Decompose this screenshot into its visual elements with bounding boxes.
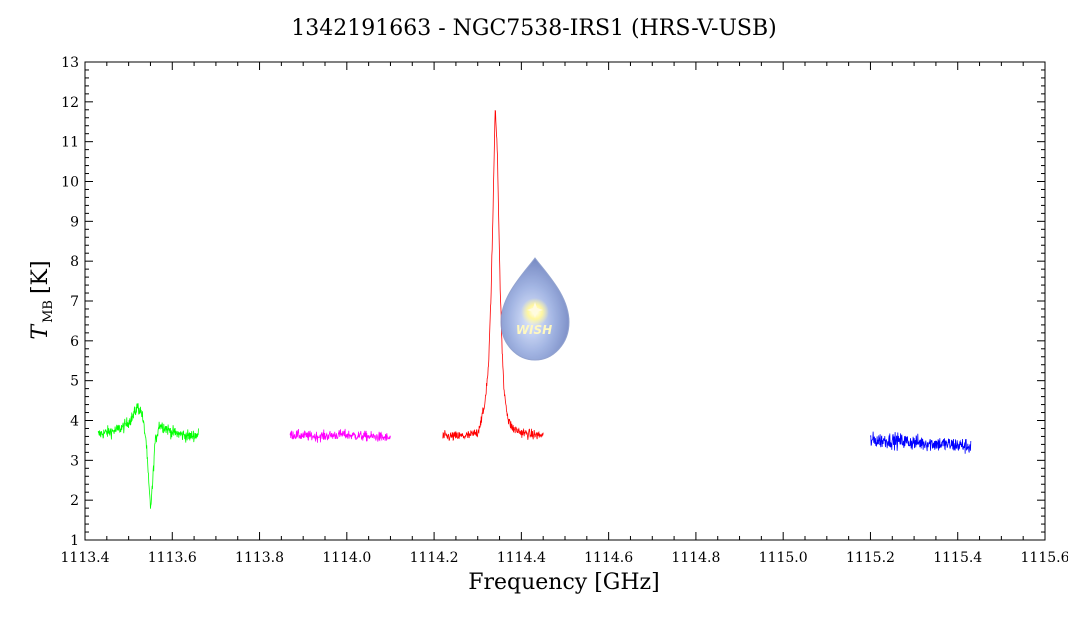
wish-logo-text: WISH <box>516 323 552 337</box>
spectrum-series-2 <box>289 428 391 443</box>
axis-ticks <box>84 61 1046 541</box>
x-tick-label: 1113.8 <box>235 550 284 566</box>
y-tick-label: 12 <box>61 95 79 111</box>
x-tick-label: 1113.6 <box>148 550 197 566</box>
spectrum-series-4 <box>870 431 972 454</box>
x-tick-label: 1115.4 <box>933 550 982 566</box>
y-tick-label: 11 <box>61 135 79 151</box>
y-tick-label: 6 <box>70 334 79 350</box>
y-tick-label: 4 <box>70 414 79 430</box>
y-tick-label: 9 <box>70 214 79 230</box>
x-axis-title: Frequency [GHz] <box>468 570 660 595</box>
x-tick-label: 1113.4 <box>61 550 110 566</box>
y-tick-label: 13 <box>61 55 79 71</box>
chart-title: 1342191663 - NGC7538-IRS1 (HRS-V-USB) <box>291 16 777 41</box>
plot-frame <box>84 61 1046 541</box>
x-tick-label: 1114.8 <box>671 550 720 566</box>
y-tick-label: 7 <box>70 294 79 310</box>
y-tick-label: 2 <box>70 493 79 509</box>
y-tick-label: 5 <box>70 374 79 390</box>
wish-logo-icon: WISH <box>500 257 570 361</box>
tick-labels: 1113.4 1113.6 1113.8 1114.0 1114.2 1114.4 1114… <box>61 55 1068 566</box>
spectrum-series-3 <box>442 109 544 442</box>
y-axis-symbol: T <box>28 323 53 340</box>
x-tick-label: 1114.0 <box>322 550 371 566</box>
y-axis-subscript: MB <box>41 300 56 323</box>
x-tick-label: 1115.0 <box>759 550 808 566</box>
spectrum-series-1 <box>97 403 199 509</box>
x-tick-label: 1114.2 <box>410 550 459 566</box>
series-layer <box>97 109 972 509</box>
svg-text:TMB[K]: TMB [K] <box>28 260 56 339</box>
y-tick-label: 1 <box>70 533 79 549</box>
x-tick-label: 1115.6 <box>1021 550 1068 566</box>
x-tick-label: 1114.6 <box>584 550 633 566</box>
x-tick-label: 1115.2 <box>846 550 895 566</box>
y-tick-label: 10 <box>61 175 79 191</box>
y-axis-title: TMB [K] <box>28 260 56 339</box>
y-tick-label: 8 <box>70 254 79 270</box>
y-axis-unit: [K] <box>28 260 53 294</box>
y-tick-label: 3 <box>70 453 79 469</box>
x-tick-label: 1114.4 <box>497 550 546 566</box>
